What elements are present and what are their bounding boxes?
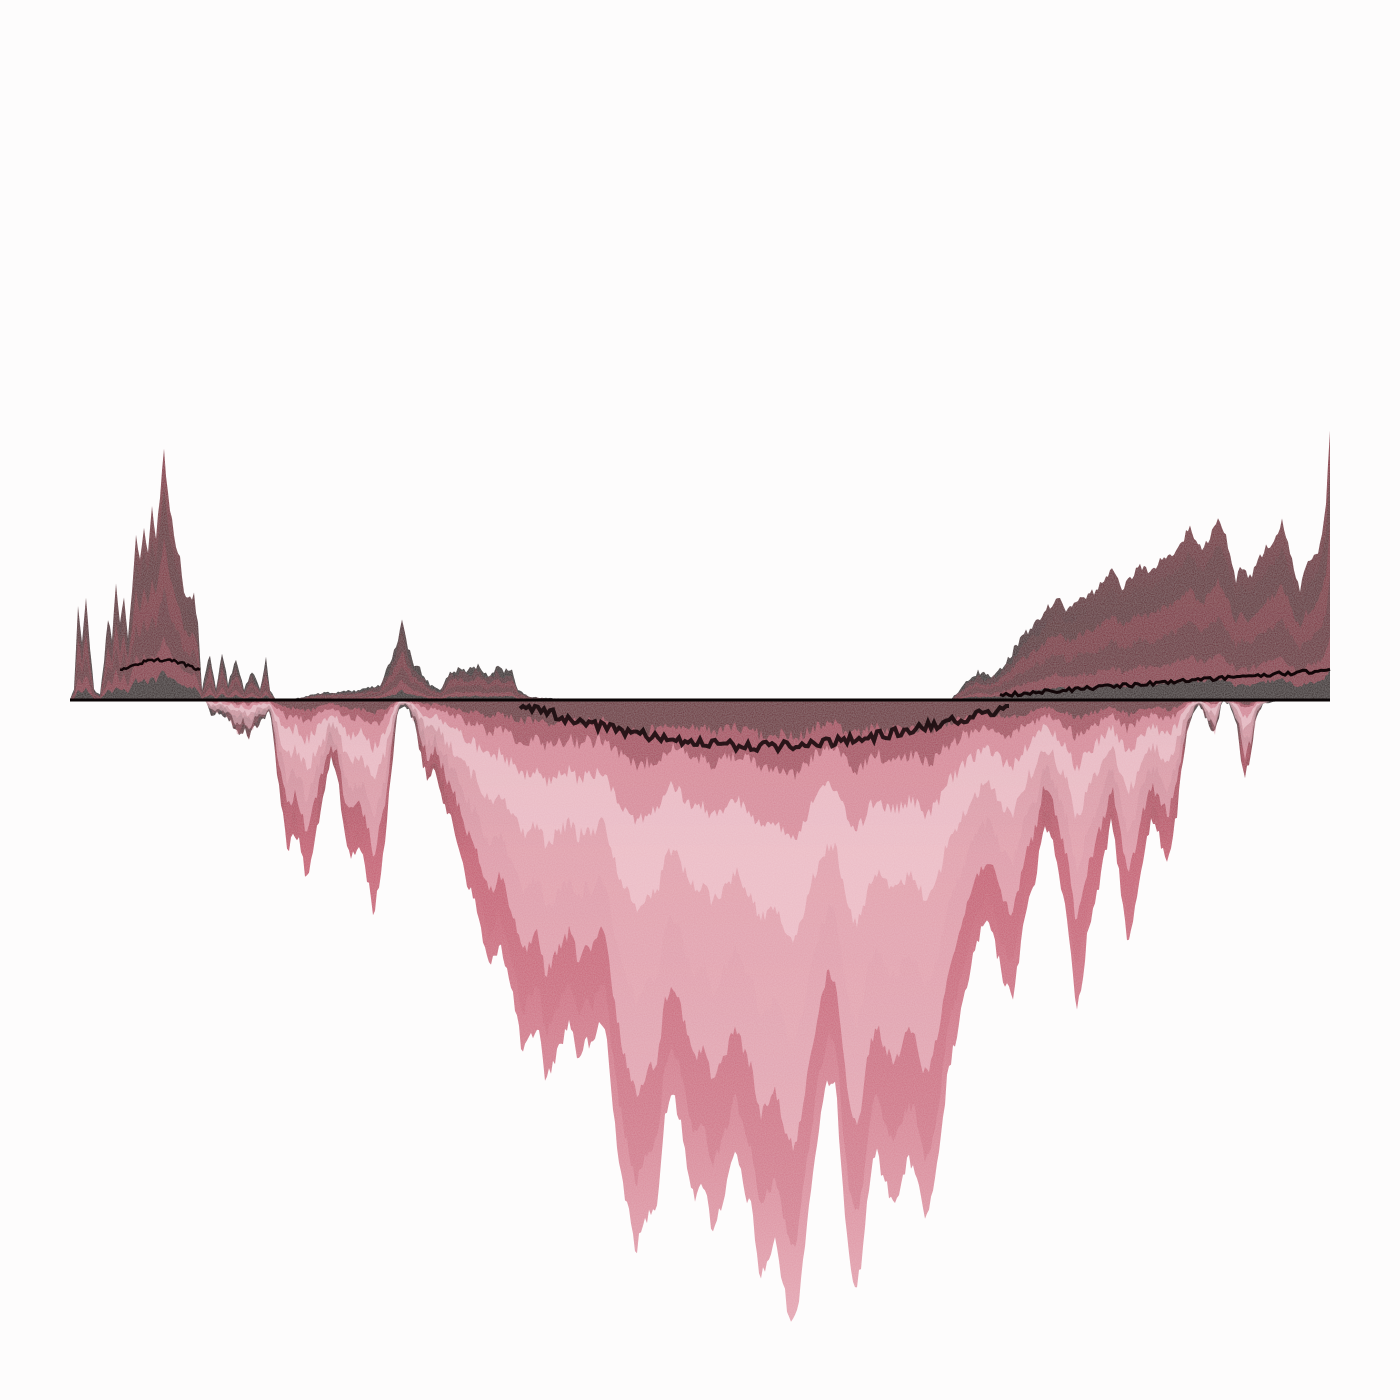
lower-band-6: [205, 699, 1280, 781]
upper-left-inner-line: [119, 657, 201, 672]
upper-band-5: [70, 667, 1330, 701]
waveform-contour-lines: [119, 657, 1331, 755]
lower-ridge-line: [518, 703, 1009, 755]
lower-band-7: [205, 699, 1280, 742]
upper-right-inner-line: [999, 667, 1331, 698]
lower-waveform-layers: [205, 699, 1280, 1322]
